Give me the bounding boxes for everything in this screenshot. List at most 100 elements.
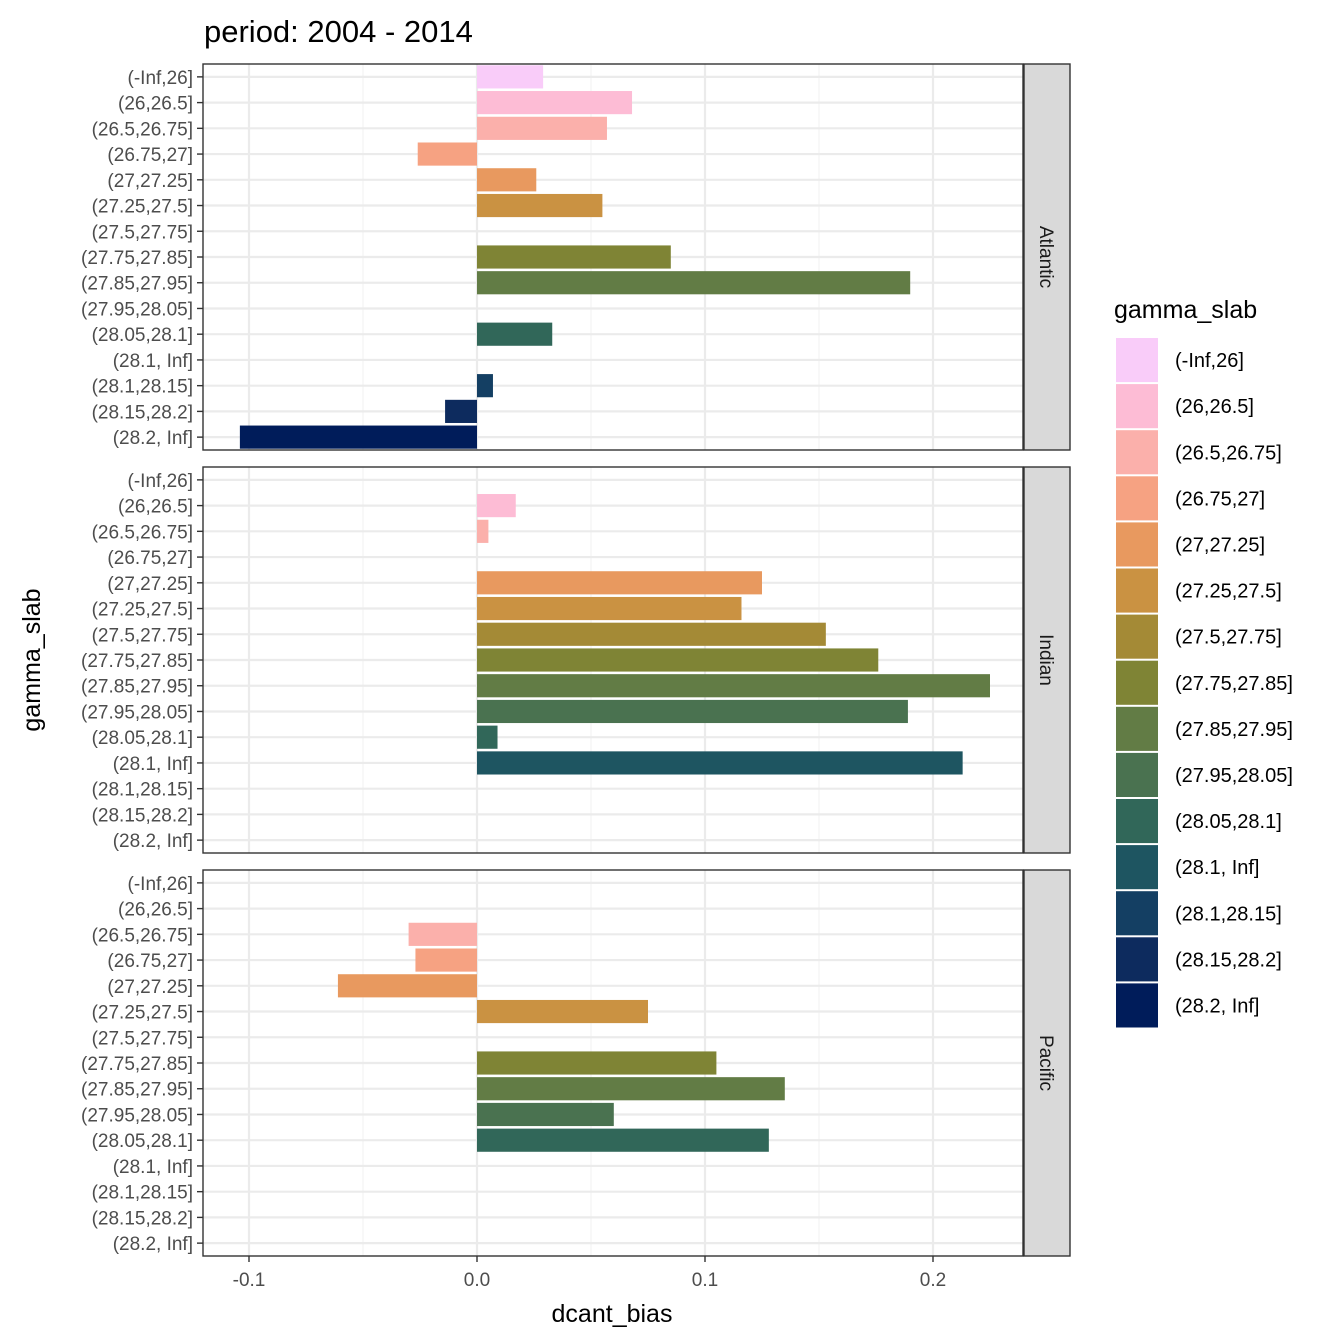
bar-atlantic-5 <box>477 193 603 218</box>
facet-panel-indian: (-Inf,26] (26,26.5] (26.5,26.75] (26.75,27]… <box>81 466 1071 854</box>
facet-panel-atlantic: (-Inf,26] (26,26.5] (26.5,26.75] (26.75,27]… <box>81 63 1071 451</box>
y-tick-label: (28.1, Inf] <box>113 351 193 372</box>
legend-key-3 <box>1116 476 1158 521</box>
y-tick-label: (27,27.25] <box>107 977 193 998</box>
x-tick-label: 0.0 <box>464 1270 490 1291</box>
bar-pacific-4 <box>337 974 477 998</box>
bar-atlantic-13 <box>445 399 477 423</box>
y-tick-label: (28.05,28.1] <box>92 728 193 749</box>
y-tick-label: (28.2, Inf] <box>113 831 193 852</box>
y-tick-label: (28.2, Inf] <box>113 428 193 449</box>
legend-label-9: (27.95,28.05] <box>1175 765 1293 787</box>
legend-label-1: (26,26.5] <box>1175 396 1254 418</box>
y-tick-label: (27.5,27.75] <box>92 222 193 243</box>
bar-atlantic-14 <box>239 425 477 449</box>
facet-panels: (-Inf,26] (26,26.5] (26.5,26.75] (26.75,27]… <box>81 63 1071 1257</box>
x-tick-label: -0.1 <box>233 1270 266 1291</box>
legend-key-4 <box>1116 522 1158 567</box>
legend-label-0: (-Inf,26] <box>1175 350 1244 372</box>
legend-label-14: (28.2, Inf] <box>1175 995 1260 1017</box>
y-tick-label: (26.75,27] <box>107 548 193 569</box>
y-tick-label: (-Inf,26] <box>128 68 193 89</box>
y-tick-label: (28.15,28.2] <box>92 1208 193 1229</box>
legend-key-7 <box>1116 660 1158 705</box>
legend-label-4: (27,27.25] <box>1175 534 1265 556</box>
y-tick-label: (26,26.5] <box>118 94 193 115</box>
facet-panel-pacific: (-Inf,26] (26,26.5] (26.5,26.75] (26.75,27]… <box>81 869 1071 1257</box>
y-tick-label: (28.1,28.15] <box>92 377 193 398</box>
y-tick-label: (28.15,28.2] <box>92 402 193 423</box>
y-tick-label: (28.1, Inf] <box>113 754 193 775</box>
legend-label-12: (28.1,28.15] <box>1175 903 1282 925</box>
y-tick-label: (27.95,28.05] <box>81 702 193 723</box>
legend-key-11 <box>1116 845 1158 890</box>
y-tick-label: (27,27.25] <box>107 574 193 595</box>
legend-key-2 <box>1116 430 1158 475</box>
y-tick-label: (27.85,27.95] <box>81 274 193 295</box>
legend-key-13 <box>1116 937 1158 982</box>
y-tick-label: (27.95,28.05] <box>81 1105 193 1126</box>
legend-key-6 <box>1116 614 1158 659</box>
y-tick-label: (27.25,27.5] <box>92 197 193 218</box>
legend-key-8 <box>1116 706 1158 751</box>
legend-key-0 <box>1116 338 1158 383</box>
facet-strip-label: Pacific <box>1035 1035 1056 1091</box>
y-tick-label: (27.25,27.5] <box>92 600 193 621</box>
bar-pacific-8 <box>477 1077 785 1101</box>
legend-key-14 <box>1116 983 1158 1028</box>
bar-pacific-2 <box>408 922 477 946</box>
facet-strip-label: Indian <box>1035 634 1056 686</box>
x-tick-label: 0.2 <box>920 1270 946 1291</box>
y-tick-label: (27.85,27.95] <box>81 1080 193 1101</box>
bar-indian-5 <box>477 596 742 621</box>
facet-strip-label: Atlantic <box>1035 226 1056 288</box>
legend-key-12 <box>1116 891 1158 936</box>
y-tick-label: (28.2, Inf] <box>113 1234 193 1255</box>
bar-indian-7 <box>477 648 879 672</box>
y-tick-label: (28.15,28.2] <box>92 805 193 826</box>
legend-label-6: (27.5,27.75] <box>1175 627 1282 649</box>
y-tick-label: (26,26.5] <box>118 900 193 921</box>
bar-indian-6 <box>477 622 826 646</box>
bar-atlantic-7 <box>477 245 671 269</box>
bar-atlantic-12 <box>477 374 493 398</box>
y-tick-label: (-Inf,26] <box>128 874 193 895</box>
bar-indian-1 <box>477 494 516 518</box>
legend-label-3: (26.75,27] <box>1175 488 1265 510</box>
bar-pacific-5 <box>477 999 648 1024</box>
y-tick-label: (28.05,28.1] <box>92 325 193 346</box>
legend-label-5: (27.25,27.5] <box>1175 581 1282 603</box>
legend-label-7: (27.75,27.85] <box>1175 673 1293 695</box>
y-tick-label: (26.5,26.75] <box>92 119 193 140</box>
legend-key-9 <box>1116 752 1158 797</box>
legend-label-13: (28.15,28.2] <box>1175 949 1282 971</box>
y-tick-label: (27.75,27.85] <box>81 248 193 269</box>
y-tick-label: (26.75,27] <box>107 951 193 972</box>
y-tick-label: (27.5,27.75] <box>92 1028 193 1049</box>
bar-atlantic-3 <box>417 142 477 166</box>
bar-atlantic-1 <box>477 91 633 115</box>
legend-label-8: (27.85,27.95] <box>1175 719 1293 741</box>
y-tick-label: (26.5,26.75] <box>92 522 193 543</box>
y-tick-label: (27.85,27.95] <box>81 677 193 698</box>
x-axis-title: dcant_bias <box>552 1300 673 1328</box>
bar-indian-4 <box>477 571 762 595</box>
facet-strip <box>1023 63 1071 451</box>
bar-atlantic-0 <box>477 65 544 89</box>
y-tick-label: (27.25,27.5] <box>92 1003 193 1024</box>
x-tick-label: 0.1 <box>692 1270 718 1291</box>
bar-indian-9 <box>477 699 908 724</box>
y-tick-label: (26.5,26.75] <box>92 925 193 946</box>
y-tick-label: (27,27.25] <box>107 171 193 192</box>
bar-pacific-3 <box>415 948 477 972</box>
legend-key-10 <box>1116 799 1158 844</box>
legend-key-1 <box>1116 384 1158 429</box>
legend: gamma_slab (-Inf,26] (26,26.5] (26.5,26.75… <box>1114 296 1293 1028</box>
y-tick-label: (28.1, Inf] <box>113 1157 193 1178</box>
bar-pacific-9 <box>477 1102 614 1127</box>
x-axis: -0.1 0.0 0.1 0.2 <box>233 1256 946 1291</box>
bar-atlantic-10 <box>477 322 553 346</box>
legend-title: gamma_slab <box>1114 296 1257 324</box>
legend-label-10: (28.05,28.1] <box>1175 811 1282 833</box>
y-tick-label: (-Inf,26] <box>128 471 193 492</box>
